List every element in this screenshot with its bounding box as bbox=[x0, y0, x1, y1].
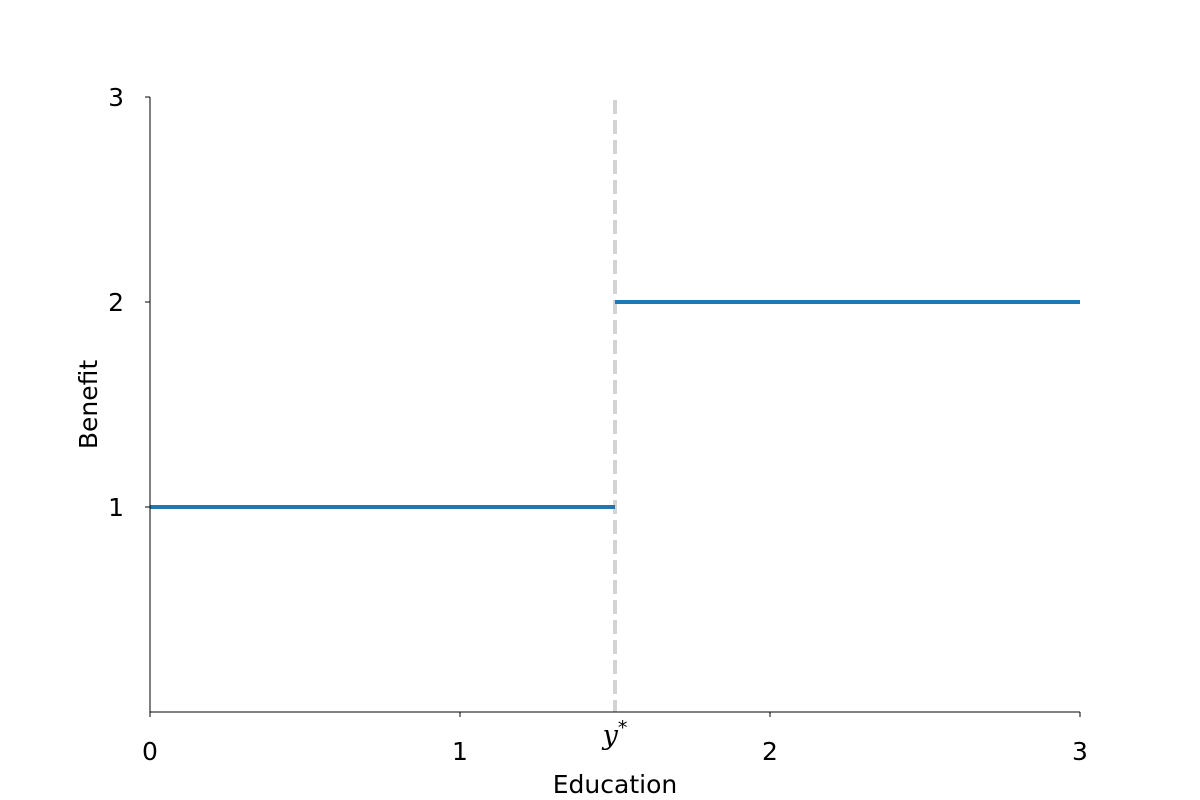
threshold-label-sup: * bbox=[618, 717, 628, 739]
threshold-label: y* bbox=[602, 717, 628, 751]
threshold-label-base: y bbox=[602, 720, 619, 751]
plot-area bbox=[150, 100, 1080, 712]
x-tick-label: 3 bbox=[1072, 737, 1088, 766]
y-tick-label: 2 bbox=[108, 288, 124, 317]
y-tick-label: 1 bbox=[108, 493, 124, 522]
x-tick-label: 2 bbox=[762, 737, 778, 766]
x-ticks: 0 1 2 3 bbox=[142, 712, 1088, 766]
y-tick-label: 3 bbox=[108, 83, 124, 112]
axes: 0 1 2 3 1 2 3 bbox=[108, 83, 1088, 766]
y-axis-label: Benefit bbox=[74, 360, 103, 450]
x-tick-label: 1 bbox=[452, 737, 468, 766]
x-tick-label: 0 bbox=[142, 737, 158, 766]
y-ticks: 1 2 3 bbox=[108, 83, 150, 522]
x-axis-label: Education bbox=[553, 770, 677, 799]
